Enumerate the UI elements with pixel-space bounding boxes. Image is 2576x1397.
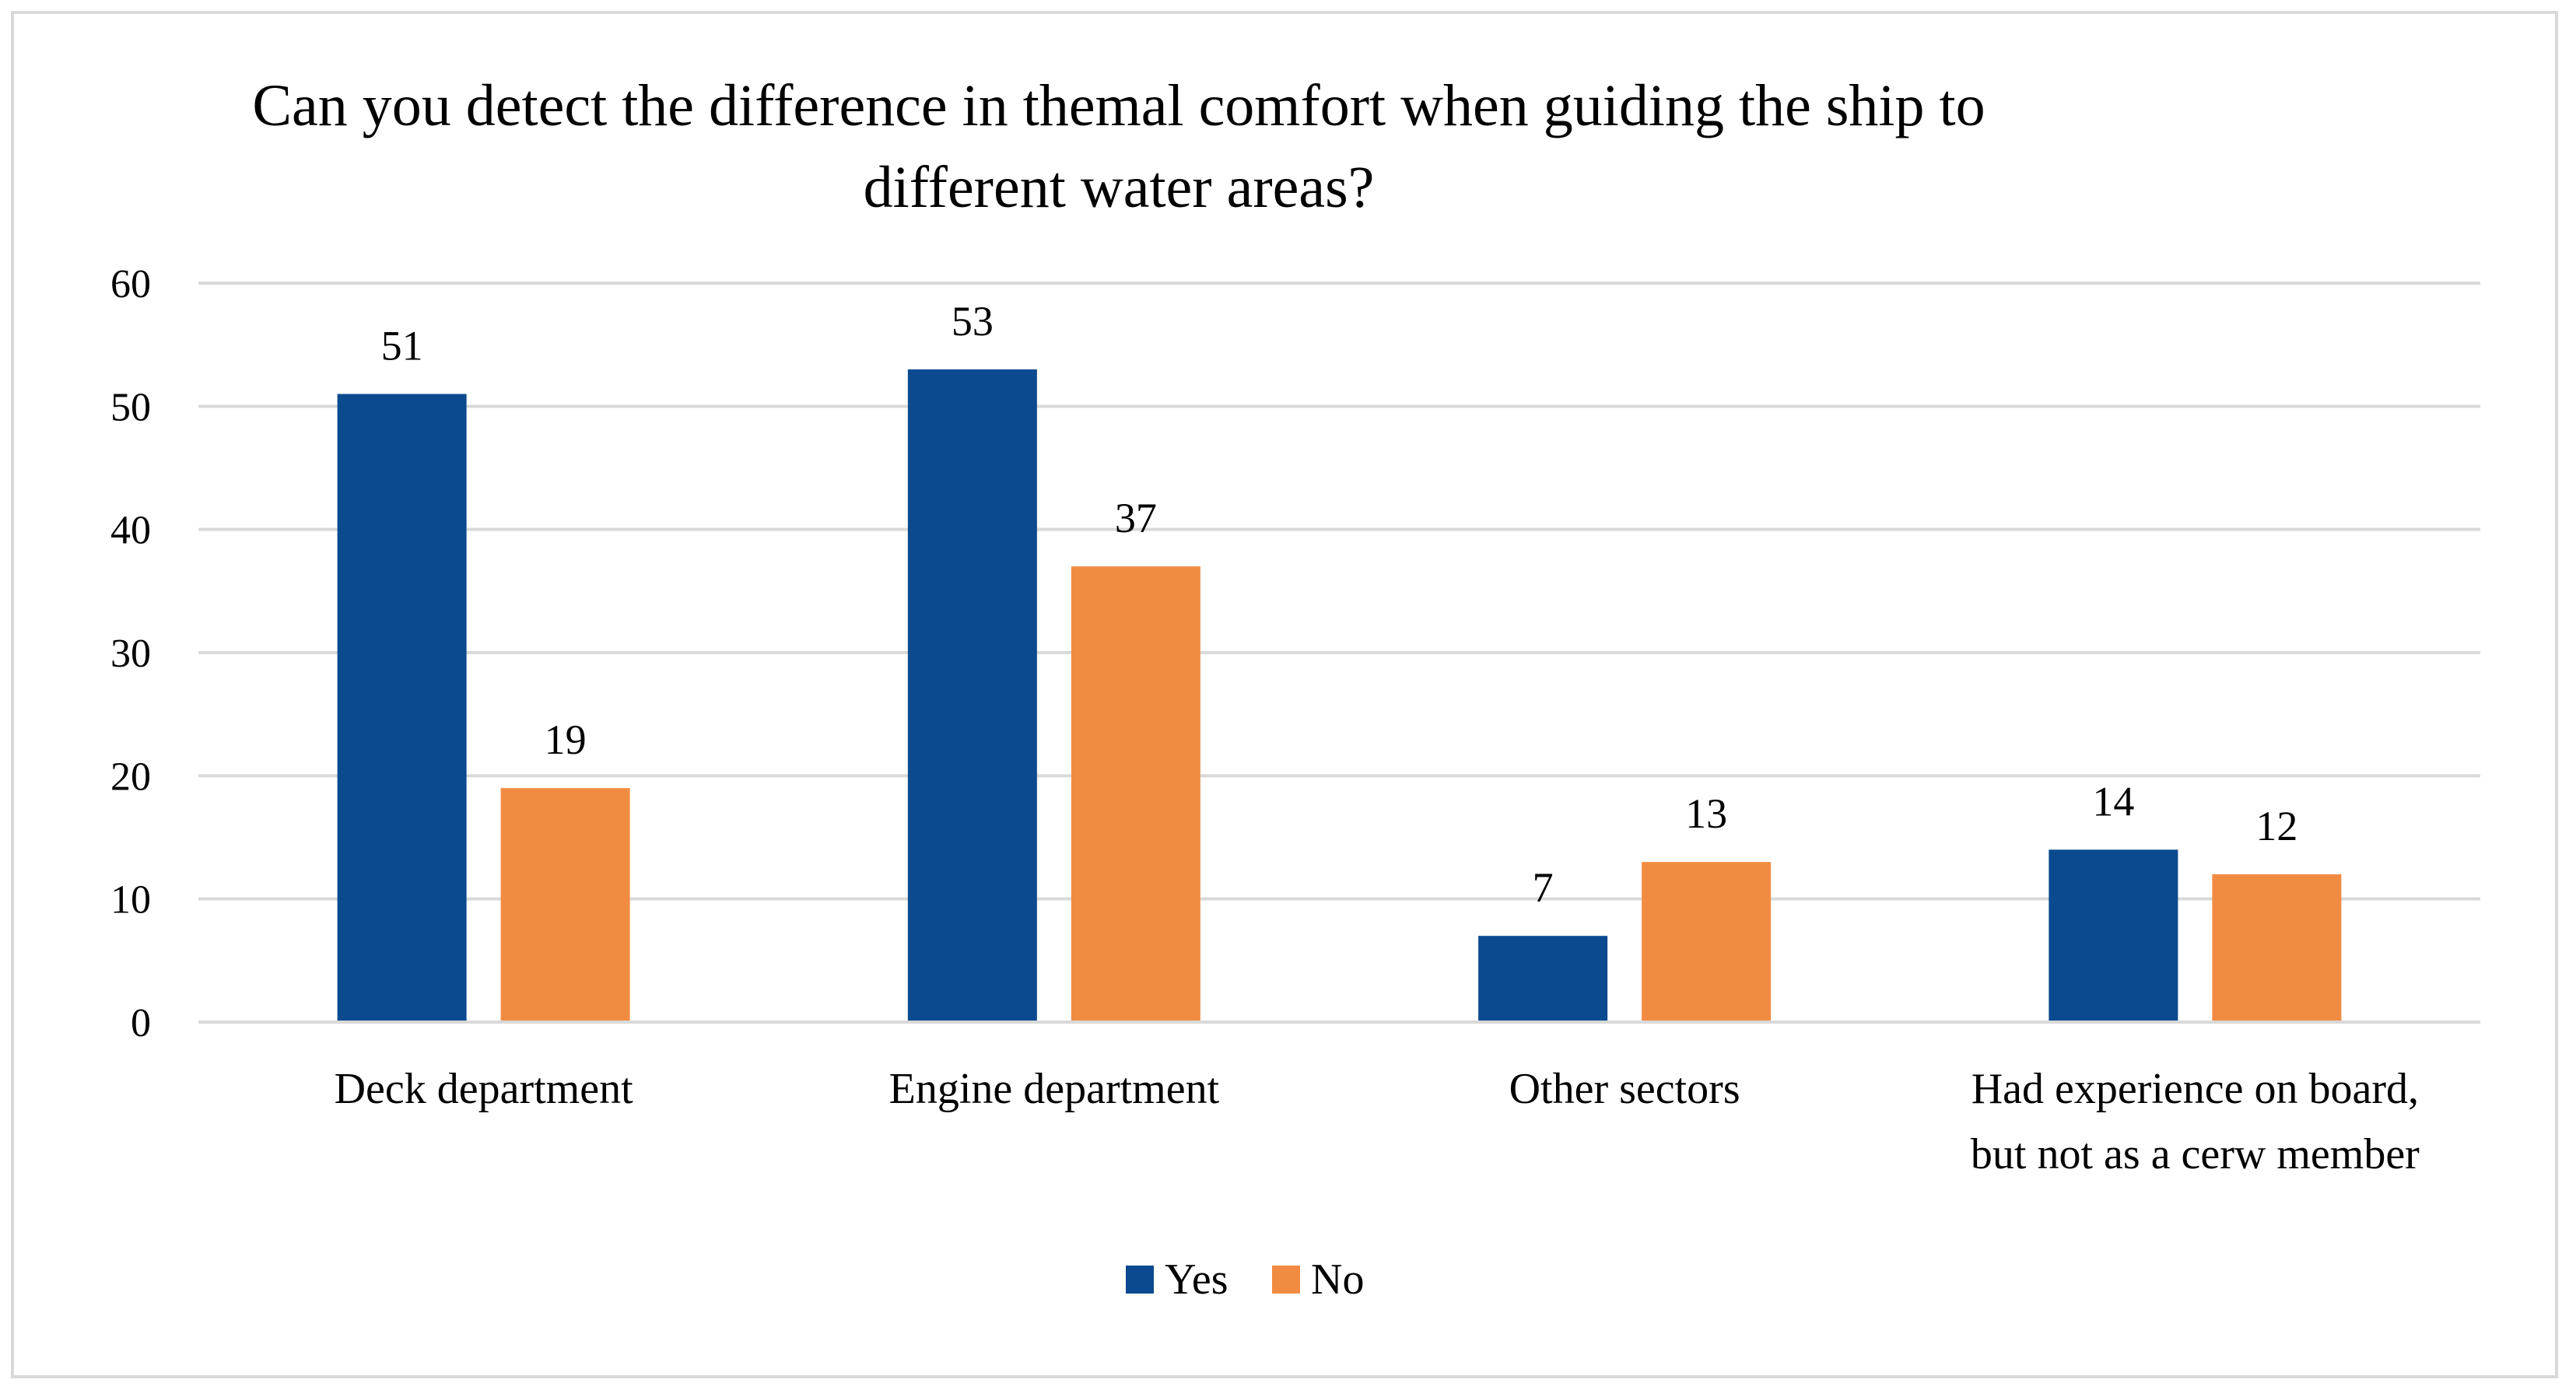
data-label-no-3: 12 [2255, 803, 2297, 849]
category-label: Had experience on board, [1971, 1065, 2419, 1113]
data-label-no-1: 37 [1115, 495, 1157, 541]
y-tick-label: 40 [110, 509, 151, 553]
y-tick-label: 30 [110, 632, 151, 676]
legend-label-yes: Yes [1165, 1255, 1228, 1304]
y-tick-label: 10 [110, 878, 151, 923]
chart-title-line-2: different water areas? [864, 155, 1375, 220]
bar-chart: Can you detect the difference in themal … [110, 73, 2480, 1304]
bar-no-0 [500, 788, 630, 1022]
legend-label-no: No [1311, 1255, 1364, 1304]
bar-yes-1 [907, 369, 1037, 1022]
data-label-yes-2: 7 [1533, 864, 1554, 911]
category-label: Other sectors [1509, 1065, 1740, 1113]
data-label-yes-0: 51 [381, 323, 423, 369]
data-label-yes-1: 53 [952, 298, 994, 345]
bar-yes-3 [2049, 849, 2178, 1022]
bar-yes-2 [1478, 936, 1608, 1022]
y-tick-label: 60 [110, 262, 151, 306]
data-label-yes-3: 14 [2092, 778, 2134, 825]
y-tick-label: 20 [110, 755, 151, 799]
y-tick-label: 50 [110, 385, 151, 429]
legend-swatch-no [1272, 1266, 1300, 1294]
y-axis: 0 10 20 30 40 50 60 [110, 262, 151, 1045]
chart-container: Can you detect the difference in themal … [11, 11, 2558, 1378]
bar-yes-0 [337, 394, 467, 1022]
bar-no-1 [1071, 566, 1200, 1022]
data-label-no-0: 19 [545, 716, 587, 763]
bars [337, 369, 2342, 1022]
category-label: Deck department [335, 1065, 633, 1113]
category-label: but not as a cerw member [1971, 1130, 2420, 1178]
data-label-no-2: 13 [1685, 790, 1727, 837]
data-labels: 51 19 53 37 7 13 14 12 [381, 298, 2298, 911]
x-axis: Deck department Engine department Other se… [198, 1021, 2480, 1178]
legend: Yes No [1126, 1255, 1364, 1304]
bar-no-2 [1642, 862, 1772, 1022]
bar-no-3 [2212, 874, 2342, 1022]
chart-title-line-1: Can you detect the difference in themal … [252, 73, 1985, 138]
y-tick-label: 0 [131, 1001, 151, 1045]
legend-swatch-yes [1126, 1266, 1154, 1294]
category-label: Engine department [889, 1065, 1220, 1113]
